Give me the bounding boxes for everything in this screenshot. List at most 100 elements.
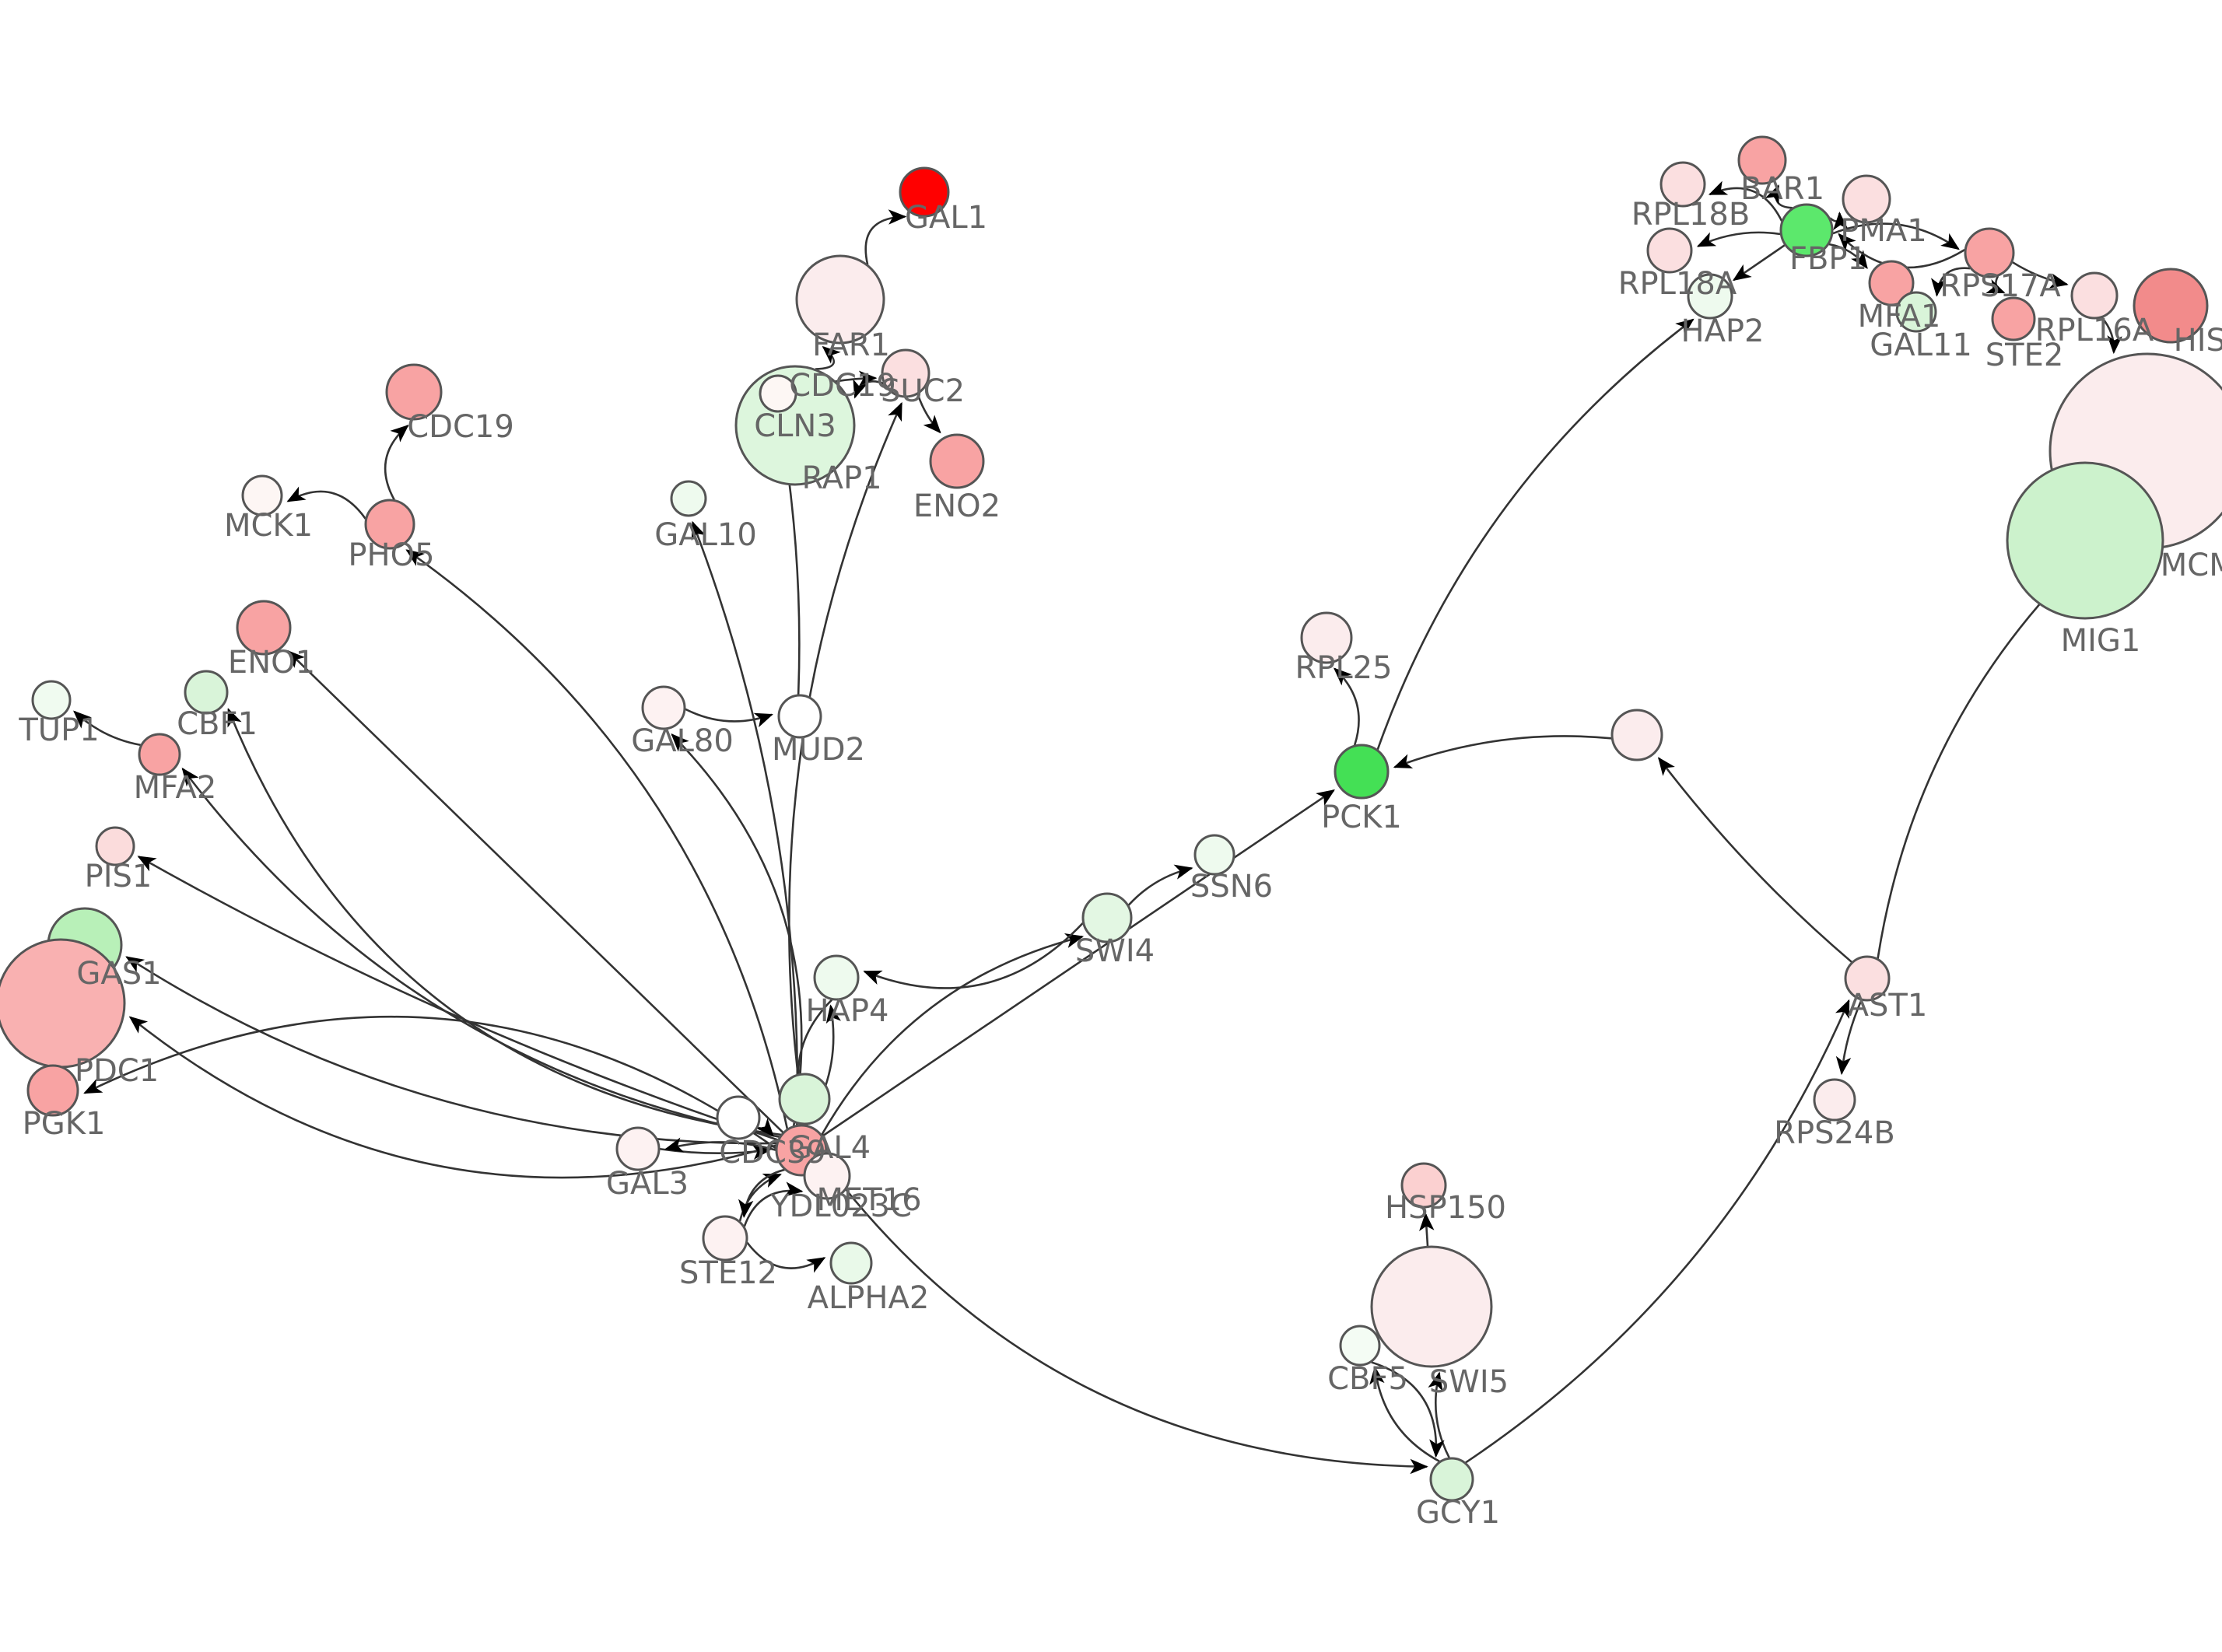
- node-label-his4: HIS4: [2174, 323, 2222, 359]
- node-far1[interactable]: [795, 254, 885, 345]
- node-cdc39[interactable]: [716, 1095, 761, 1140]
- node-ast1[interactable]: [1844, 955, 1891, 1002]
- node-rpl16a[interactable]: [2070, 271, 2119, 320]
- node-pma1[interactable]: [1842, 174, 1891, 224]
- node-cbf1[interactable]: [184, 670, 229, 715]
- node-cdc19[interactable]: [385, 363, 443, 421]
- node-label-ste2: STE2: [1985, 338, 2064, 373]
- node-label-rpl18a: RPL18A: [1618, 266, 1737, 302]
- node-label-eno1: ENO1: [228, 645, 315, 681]
- node-suc2[interactable]: [881, 348, 931, 398]
- node-swi5[interactable]: [1370, 1245, 1493, 1368]
- nodes-layer: [0, 135, 2222, 1502]
- edge-gal4-to-pgk1: [83, 1015, 776, 1150]
- edge-gal4-to-gcy1: [823, 1161, 1428, 1475]
- edge-pho5-to-cdc19n: [384, 425, 409, 501]
- node-rap1[interactable]: [759, 374, 797, 413]
- node-label-cbf5: CBF5: [1327, 1361, 1408, 1397]
- node-label-swi4: SWI4: [1075, 933, 1155, 969]
- node-label-suc2: SUC2: [881, 373, 965, 409]
- node-rpl25[interactable]: [1300, 611, 1353, 664]
- edge-gal80-to-mud2: [685, 708, 773, 728]
- node-label-mfa2: MFA2: [134, 770, 217, 806]
- node-pis1[interactable]: [95, 826, 135, 866]
- node-ydl023c[interactable]: [803, 1152, 851, 1200]
- edge-gcy1-to-cbf5: [1369, 1366, 1440, 1463]
- node-rpl18a[interactable]: [1646, 227, 1693, 274]
- node-gal80[interactable]: [641, 685, 686, 730]
- edge-rpl16a-to-mcm1: [2101, 317, 2122, 355]
- node-label-rap1: RAP1: [801, 460, 881, 496]
- node-alpha2[interactable]: [829, 1241, 873, 1285]
- edge-fbp1-to-rpl18b: [1708, 180, 1783, 222]
- node-hsp150[interactable]: [1400, 1162, 1447, 1209]
- node-mig1[interactable]: [2006, 461, 2164, 620]
- node-label-swi5: SWI5: [1429, 1364, 1509, 1400]
- node-mck1[interactable]: [241, 474, 283, 516]
- node-unlabeled-hap4b[interactable]: [778, 1073, 831, 1125]
- node-fbp1[interactable]: [1779, 203, 1834, 257]
- node-gal3[interactable]: [615, 1126, 661, 1171]
- node-label-pis1: PIS1: [85, 859, 152, 894]
- edge-fbp1-to-mfa1: [1828, 243, 1868, 269]
- edge-ast1-to-unk1: [1657, 757, 1852, 963]
- node-label-gal1: GAL1: [905, 200, 987, 236]
- node-label-cdc39: CDC39: [719, 1135, 826, 1171]
- edge-gcy1-to-ast1: [1465, 999, 1850, 1464]
- edge-gal4-to-pdc1: [128, 1016, 776, 1179]
- node-hap4[interactable]: [813, 954, 860, 1001]
- node-ste2[interactable]: [1991, 296, 2036, 341]
- node-bar1[interactable]: [1737, 135, 1787, 185]
- node-label-mig1: MIG1: [2061, 623, 2141, 659]
- node-label-gal11: GAL11: [1870, 327, 1972, 363]
- node-label-rps17a: RPS17A: [1940, 268, 2061, 304]
- node-his4[interactable]: [2133, 268, 2209, 344]
- edge-cln3-to-far1: [815, 345, 841, 370]
- node-label-gal80: GAL80: [631, 723, 734, 759]
- node-rpl18b[interactable]: [1659, 161, 1706, 208]
- edge-fbp1-to-rpl18a: [1696, 231, 1781, 247]
- node-label-gal10: GAL10: [654, 517, 757, 553]
- edge-cdc39-to-gal4: [755, 1118, 774, 1137]
- edge-gal4-to-pho5: [405, 549, 789, 1129]
- node-label-mfa1: MFA1: [1858, 299, 1941, 334]
- node-rps24b[interactable]: [1813, 1078, 1856, 1122]
- node-swi4[interactable]: [1081, 892, 1133, 943]
- node-label-hap4: HAP4: [805, 993, 888, 1029]
- node-pho5[interactable]: [364, 499, 415, 550]
- node-label-ydl023c: YDL023C: [769, 1188, 912, 1224]
- edge-mfa2-to-tup1: [73, 710, 142, 747]
- node-label-hap2: HAP2: [1681, 313, 1764, 349]
- node-tup1[interactable]: [31, 680, 72, 720]
- node-eno2[interactable]: [929, 433, 985, 489]
- node-mfa1[interactable]: [1868, 260, 1915, 306]
- node-gal11[interactable]: [1895, 291, 1937, 333]
- edge-ste12-to-alpha2: [746, 1241, 826, 1273]
- node-gcy1[interactable]: [1429, 1457, 1474, 1502]
- node-mud2[interactable]: [777, 694, 822, 739]
- node-label-rpl25: RPL25: [1295, 650, 1392, 686]
- node-cbf5[interactable]: [1339, 1325, 1381, 1367]
- edge-pck1-to-hap2: [1376, 318, 1695, 751]
- node-gal10[interactable]: [670, 480, 707, 517]
- node-unlabeled-unk1[interactable]: [1610, 709, 1663, 761]
- node-ste12[interactable]: [702, 1215, 748, 1262]
- edge-rps17a-to-ste2: [1985, 275, 2006, 294]
- edge-gal4-to-cbf1: [227, 708, 782, 1136]
- node-pck1[interactable]: [1334, 744, 1390, 800]
- node-gal1[interactable]: [899, 166, 950, 218]
- node-pgk1[interactable]: [26, 1064, 79, 1117]
- node-rps17a[interactable]: [1964, 227, 2015, 278]
- node-mfa2[interactable]: [138, 733, 181, 776]
- edge-cbf5-to-gcy1: [1371, 1361, 1445, 1458]
- node-ssn6[interactable]: [1193, 834, 1235, 876]
- node-label-cbf1: CBF1: [177, 706, 258, 742]
- edge-fbp1-to-bar1: [1765, 184, 1793, 209]
- node-eno1[interactable]: [236, 600, 292, 656]
- node-label-gal3: GAL3: [606, 1166, 689, 1202]
- node-label-gcy1: GCY1: [1416, 1495, 1500, 1531]
- node-hap2[interactable]: [1687, 273, 1733, 320]
- edge-gal4-to-mfa2: [181, 767, 780, 1138]
- node-label-rpl18b: RPL18B: [1631, 197, 1751, 233]
